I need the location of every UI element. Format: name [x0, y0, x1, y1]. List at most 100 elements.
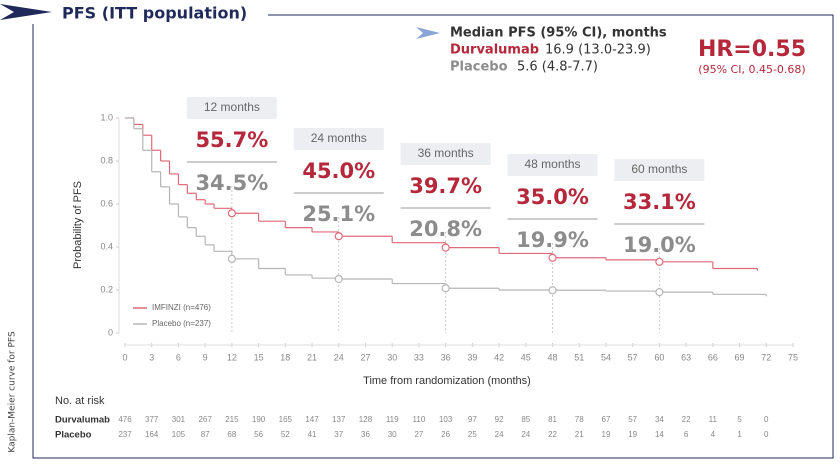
title-arrow	[0, 4, 52, 20]
risk-cell: 11	[709, 415, 718, 424]
x-tick-label: 36	[441, 352, 451, 362]
landmark-value: 35.0%	[516, 185, 589, 209]
risk-cell: 22	[548, 430, 557, 439]
x-tick-label: 69	[735, 352, 745, 362]
x-tick-label: 18	[280, 352, 290, 362]
landmark-label: 36 months	[418, 146, 474, 160]
risk-cell: 22	[682, 415, 691, 424]
risk-cell: 0	[764, 430, 769, 439]
risk-row-name: Placebo	[55, 430, 92, 441]
risk-cell: 164	[145, 430, 159, 439]
landmark-point	[227, 209, 236, 218]
risk-cell: 36	[361, 430, 370, 439]
risk-cell: 25	[468, 430, 477, 439]
x-tick-label: 57	[628, 352, 638, 362]
risk-cell: 41	[308, 430, 317, 439]
risk-cell: 87	[201, 430, 210, 439]
legend-label: Placebo (n=237)	[152, 319, 211, 328]
landmark-value: 19.0%	[623, 233, 696, 257]
y-axis-label: Probability of PFS	[72, 181, 84, 269]
x-tick-label: 24	[334, 352, 344, 362]
summary-heading: Median PFS (95% CI), months	[450, 26, 667, 41]
risk-cell: 19	[602, 430, 611, 439]
y-tick-label: 1.0	[100, 112, 113, 122]
risk-cell: 147	[305, 415, 319, 424]
summary-arrow	[416, 27, 440, 39]
landmark-point	[334, 232, 343, 241]
risk-cell: 119	[386, 415, 399, 424]
x-tick-label: 42	[494, 352, 504, 362]
x-tick-label: 21	[307, 352, 317, 362]
x-tick-label: 51	[574, 352, 584, 362]
risk-cell: 1	[737, 430, 742, 439]
landmark-box	[186, 97, 277, 119]
landmark-box	[507, 154, 598, 176]
hazard-ratio-ci: (95% CI, 0.45-0.68)	[698, 63, 805, 76]
x-tick-label: 60	[654, 352, 664, 362]
landmark-value: 25.1%	[302, 202, 375, 226]
landmark-label: 60 months	[631, 162, 687, 176]
risk-cell: 110	[413, 415, 426, 424]
y-tick-label: 0.6	[100, 198, 113, 208]
risk-cell: 24	[495, 430, 504, 439]
x-tick-label: 15	[254, 352, 264, 362]
landmark-value: 45.0%	[302, 159, 375, 183]
landmark-label: 48 months	[524, 157, 580, 171]
risk-cell: 105	[172, 430, 186, 439]
side-label: Kaplan-Meier curve for PFS	[8, 331, 18, 453]
landmark-point	[548, 286, 557, 295]
risk-cell: 24	[521, 430, 530, 439]
risk-cell: 5	[737, 415, 742, 424]
landmark-point	[441, 284, 450, 293]
risk-cell: 37	[334, 430, 343, 439]
x-tick-label: 12	[227, 352, 237, 362]
x-tick-label: 63	[681, 352, 691, 362]
risk-cell: 52	[281, 430, 290, 439]
risk-cell: 4	[711, 430, 716, 439]
summary-name: Durvalumab	[450, 43, 539, 58]
risk-cell: 67	[602, 415, 611, 424]
risk-cell: 19	[628, 430, 637, 439]
risk-cell: 27	[414, 430, 423, 439]
risk-cell: 301	[172, 415, 186, 424]
chart-title: PFS (ITT population)	[62, 4, 247, 23]
frame	[32, 14, 834, 459]
landmark-point	[334, 274, 343, 284]
landmark-point	[441, 243, 450, 252]
risk-cell: 377	[145, 415, 159, 424]
x-axis-label: Time from randomization (months)	[363, 375, 531, 387]
x-tick-label: 48	[548, 352, 558, 362]
x-tick-label: 6	[176, 352, 181, 362]
x-tick-label: 33	[414, 352, 424, 362]
risk-cell: 215	[225, 415, 239, 424]
landmark-label: 12 months	[204, 100, 260, 114]
risk-cell: 267	[198, 415, 212, 424]
risk-cell: 57	[628, 415, 637, 424]
landmark-value: 33.1%	[623, 190, 696, 214]
risk-cell: 14	[655, 430, 664, 439]
x-tick-label: 45	[521, 352, 531, 362]
x-tick-label: 30	[387, 352, 397, 362]
hazard-ratio: HR=0.55	[698, 37, 806, 62]
risk-row-name: Durvalumab	[55, 415, 110, 426]
landmark-box	[293, 128, 384, 150]
y-tick-label: 0	[108, 327, 113, 337]
y-tick-label: 0.2	[100, 284, 113, 294]
landmark-value: 55.7%	[195, 128, 268, 152]
y-tick-label: 0.4	[100, 241, 113, 251]
summary-text: 5.6 (4.8-7.7)	[517, 60, 598, 75]
x-tick-label: 3	[149, 352, 154, 362]
risk-cell: 137	[332, 415, 346, 424]
risk-title: No. at risk	[55, 395, 105, 407]
risk-cell: 78	[575, 415, 584, 424]
summary-text: 16.9 (13.0-23.9)	[545, 43, 651, 58]
risk-cell: 56	[254, 430, 263, 439]
x-tick-label: 66	[708, 352, 718, 362]
landmark-value: 34.5%	[195, 171, 268, 195]
landmark-value: 20.8%	[409, 217, 482, 241]
landmark-value: 19.9%	[516, 228, 589, 252]
x-tick-label: 9	[203, 352, 208, 362]
risk-cell: 68	[227, 430, 236, 439]
risk-cell: 26	[441, 430, 450, 439]
